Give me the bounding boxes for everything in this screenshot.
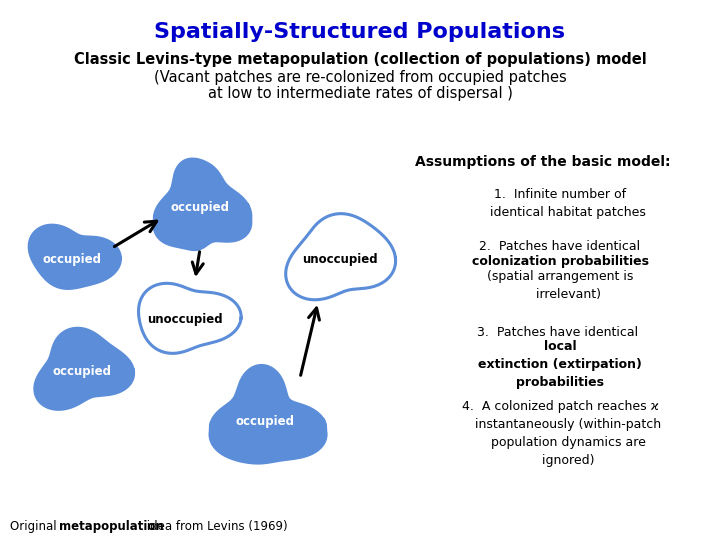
Polygon shape [286, 214, 395, 300]
Text: unoccupied: unoccupied [147, 314, 222, 327]
Text: idea from Levins (1969): idea from Levins (1969) [143, 520, 287, 533]
Text: (Vacant patches are re-colonized from occupied patches: (Vacant patches are re-colonized from oc… [153, 70, 567, 85]
Text: occupied: occupied [171, 200, 230, 213]
Text: 2.  Patches have identical: 2. Patches have identical [480, 240, 641, 268]
Text: colonization probabilities: colonization probabilities [472, 255, 649, 268]
Text: Spatially-Structured Populations: Spatially-Structured Populations [155, 22, 565, 42]
Text: occupied: occupied [235, 415, 294, 429]
Text: local
extinction (extirpation)
probabilities: local extinction (extirpation) probabili… [478, 340, 642, 389]
Text: 3.  Patches have identical: 3. Patches have identical [477, 326, 642, 339]
Polygon shape [210, 366, 326, 463]
Polygon shape [154, 159, 251, 249]
Polygon shape [35, 328, 134, 409]
Polygon shape [138, 284, 241, 353]
Text: at low to intermediate rates of dispersal ): at low to intermediate rates of dispersa… [207, 86, 513, 101]
Text: metapopulation: metapopulation [59, 520, 163, 533]
Polygon shape [30, 225, 120, 288]
Text: Original: Original [10, 520, 60, 533]
Text: 1.  Infinite number of
    identical habitat patches: 1. Infinite number of identical habitat … [474, 188, 646, 219]
Text: Assumptions of the basic model:: Assumptions of the basic model: [415, 155, 670, 169]
Text: 4.  A colonized patch reaches ϰ
    instantaneously (within-patch
    population: 4. A colonized patch reaches ϰ instantan… [459, 400, 661, 467]
Text: occupied: occupied [53, 366, 112, 379]
Text: (spatial arrangement is
    irrelevant): (spatial arrangement is irrelevant) [487, 270, 633, 301]
Text: occupied: occupied [42, 253, 102, 267]
Text: Classic Levins-type metapopulation (collection of populations) model: Classic Levins-type metapopulation (coll… [73, 52, 647, 67]
Text: unoccupied: unoccupied [302, 253, 378, 267]
